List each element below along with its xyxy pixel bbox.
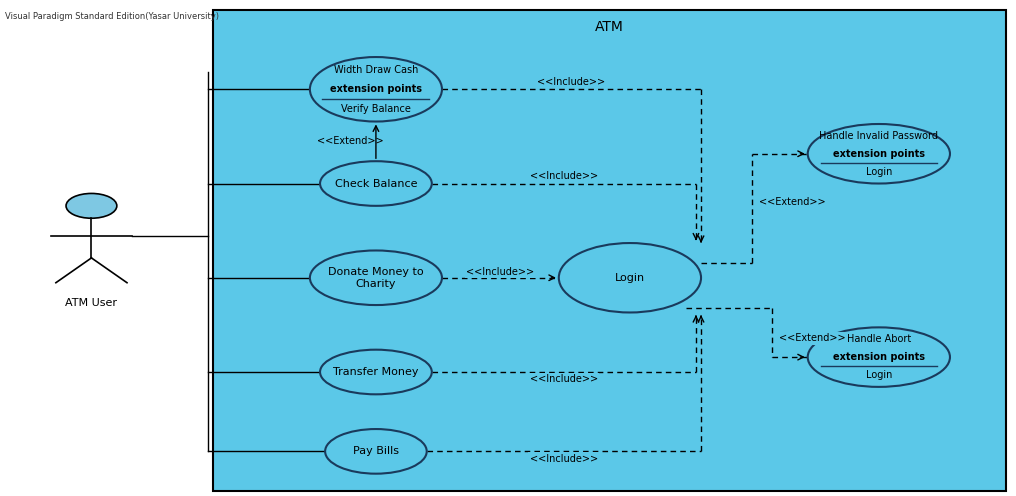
Ellipse shape [559,243,701,312]
Ellipse shape [325,429,427,474]
Text: <<Extend>>: <<Extend>> [779,333,846,343]
Text: Handle Invalid Password: Handle Invalid Password [819,131,939,141]
Text: <<Extend>>: <<Extend>> [759,197,826,207]
Ellipse shape [320,350,432,394]
FancyBboxPatch shape [213,10,1006,491]
Text: Login: Login [615,273,645,283]
Text: extension points: extension points [330,84,422,94]
Text: <<Include>>: <<Include>> [537,77,606,87]
Text: <<Include>>: <<Include>> [529,374,598,384]
Text: Handle Abort: Handle Abort [846,334,911,344]
Text: <<Include>>: <<Include>> [529,171,598,181]
Text: extension points: extension points [833,149,925,159]
Text: extension points: extension points [833,352,925,362]
Text: Width Draw Cash: Width Draw Cash [333,65,419,75]
Text: <<Include>>: <<Include>> [466,267,534,277]
Text: <<Extend>>: <<Extend>> [317,136,384,146]
Text: Verify Balance: Verify Balance [341,104,410,114]
Ellipse shape [808,327,950,387]
Text: <<Include>>: <<Include>> [529,454,598,464]
Circle shape [66,193,117,218]
Text: Donate Money to
Charity: Donate Money to Charity [328,267,424,289]
Text: ATM User: ATM User [65,298,118,308]
Ellipse shape [310,250,442,305]
Text: Transfer Money: Transfer Money [333,367,419,377]
Text: ATM: ATM [595,20,624,34]
Ellipse shape [310,57,442,122]
Text: Login: Login [866,167,892,177]
Ellipse shape [808,124,950,184]
Text: Login: Login [866,370,892,380]
Text: Check Balance: Check Balance [334,179,418,188]
Ellipse shape [320,161,432,206]
Text: Visual Paradigm Standard Edition(Yasar University): Visual Paradigm Standard Edition(Yasar U… [5,12,219,21]
Text: Pay Bills: Pay Bills [353,446,399,456]
